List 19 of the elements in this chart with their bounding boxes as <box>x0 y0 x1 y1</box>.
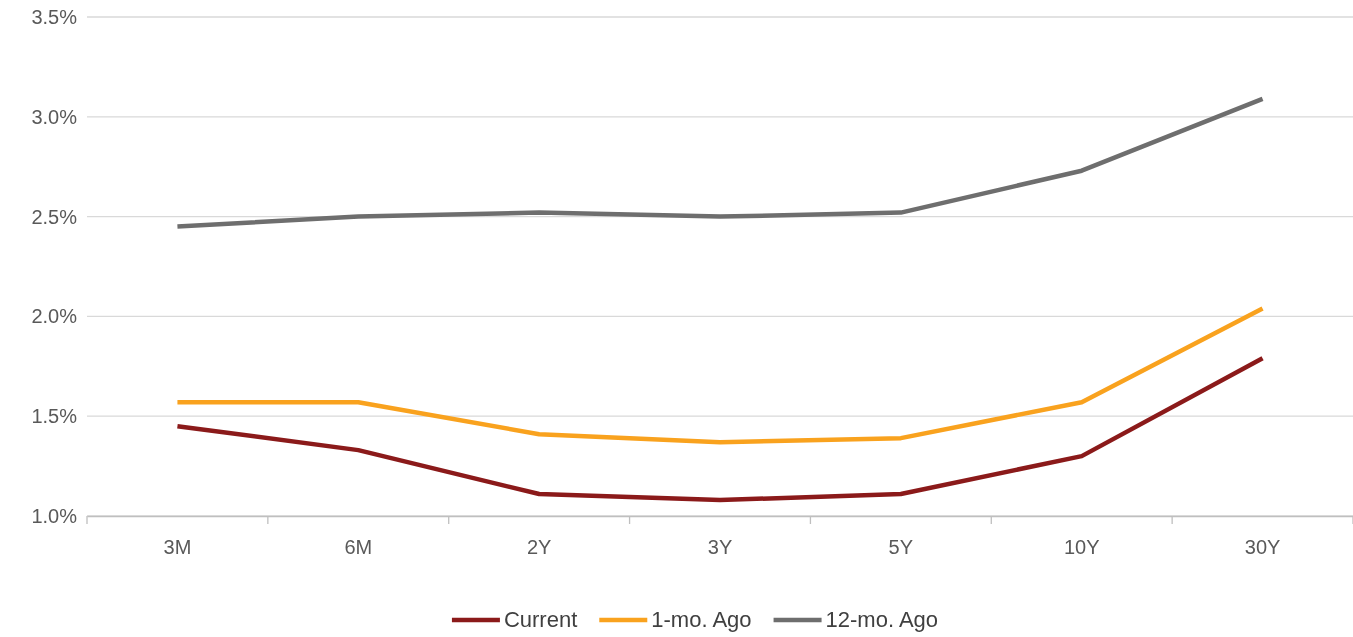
x-tick-label: 2Y <box>526 536 552 559</box>
y-tick-label: 3.5% <box>31 5 78 28</box>
x-tick-label: 5Y <box>888 536 914 559</box>
x-tick-label: 30Y <box>1244 536 1281 559</box>
y-tick-label: 1.0% <box>31 504 78 527</box>
line-series <box>175 96 1265 229</box>
x-tick-label: 10Y <box>1063 536 1100 559</box>
legend-label: Current <box>503 607 578 632</box>
x-tick-label: 3Y <box>707 536 733 559</box>
line-series <box>175 356 1265 503</box>
legend-label: 12-mo. Ago <box>825 607 939 632</box>
x-tick-label: 6M <box>344 536 373 559</box>
y-tick-label: 1.5% <box>31 405 78 428</box>
line-series <box>175 306 1265 445</box>
y-tick-label: 2.5% <box>31 205 78 228</box>
legend-label: 1-mo. Ago <box>651 607 752 632</box>
y-tick-label: 2.0% <box>31 305 78 328</box>
y-tick-label: 3.0% <box>31 105 78 128</box>
x-tick-label: 3M <box>163 536 192 559</box>
